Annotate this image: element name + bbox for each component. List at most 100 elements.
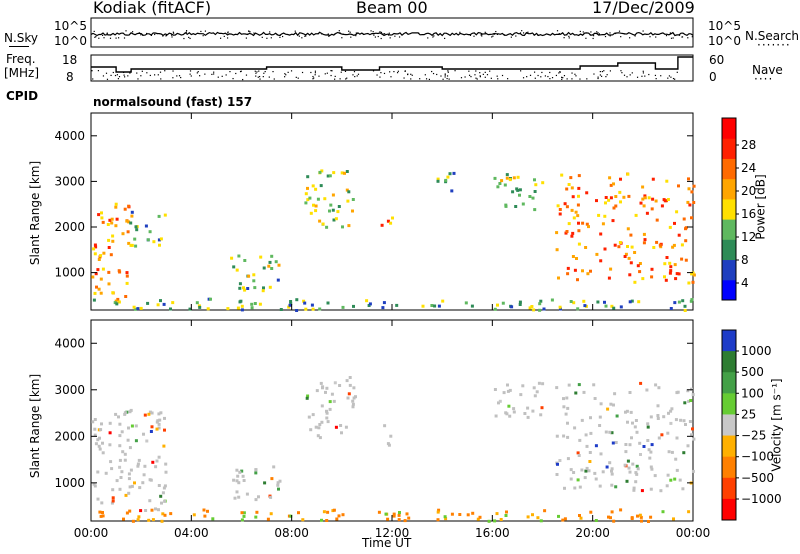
velocity-data-cell — [566, 406, 570, 410]
velocity-data-cell — [255, 510, 259, 514]
power-data-cell — [603, 214, 607, 218]
power-data-cell — [534, 183, 538, 187]
power-data-cell — [343, 171, 346, 175]
power-data-cell — [563, 202, 567, 206]
nave-point — [172, 77, 174, 79]
velocity-data-cell — [278, 479, 282, 483]
power-data-cell — [107, 270, 111, 274]
velocity-data-cell — [650, 467, 654, 471]
power-data-cell — [312, 203, 315, 207]
velocity-data-cell — [254, 515, 258, 519]
velocity-data-cell — [493, 519, 497, 523]
nave-point — [127, 75, 129, 77]
velocity-data-cell — [115, 479, 119, 483]
velocity-data-cell — [151, 518, 155, 522]
nsearch-point — [481, 33, 483, 36]
power-data-cell — [672, 243, 676, 247]
nsearch-point — [270, 37, 272, 39]
velocity-data-cell — [143, 464, 147, 468]
velocity-data-cell — [540, 406, 544, 410]
nsearch-point — [382, 33, 384, 35]
power-data-cell — [690, 190, 694, 194]
power-data-cell — [496, 185, 500, 189]
velocity-data-cell — [130, 484, 134, 488]
nave-point — [410, 73, 412, 75]
power-data-cell — [504, 204, 508, 208]
velocity-data-cell — [101, 451, 105, 455]
power-data-cell — [262, 286, 265, 290]
velocity-data-cell — [114, 412, 118, 416]
power-data-cell — [651, 177, 655, 181]
power-data-cell — [687, 187, 691, 191]
velocity-data-cell — [531, 513, 534, 517]
velocity-data-cell — [673, 477, 677, 481]
velocity-data-cell — [594, 519, 598, 522]
nave-point — [345, 78, 347, 80]
power-data-cell — [267, 264, 271, 268]
nave-point — [534, 77, 536, 79]
nave-point — [326, 72, 328, 74]
velocity-data-cell — [338, 384, 342, 387]
velocity-data-cell — [128, 509, 132, 513]
power-data-cell — [493, 307, 497, 311]
power-data-cell — [530, 305, 534, 308]
velocity-data-cell — [232, 478, 236, 482]
nave-point — [137, 78, 139, 80]
velocity-data-cell — [657, 436, 661, 440]
velocity-data-cell — [257, 495, 260, 499]
nave-point — [470, 76, 472, 78]
velocity-data-cell — [157, 422, 161, 426]
nave-point — [346, 77, 348, 79]
power-data-cell — [505, 176, 509, 180]
nsearch-point — [670, 37, 673, 39]
power-data-cell — [613, 243, 617, 247]
nave-point — [123, 76, 126, 78]
date-title: 17/Dec/2009 — [592, 0, 695, 17]
nsearch-point — [165, 35, 167, 37]
power-data-cell — [668, 225, 672, 229]
velocity-data-cell — [631, 462, 635, 466]
velocity-data-cell — [626, 459, 630, 463]
nsearch-point — [394, 35, 396, 37]
power-data-cell — [368, 302, 372, 306]
nave-point — [561, 78, 563, 80]
velocity-data-cell — [569, 468, 573, 472]
power-data-cell — [618, 190, 622, 194]
nave-point — [642, 70, 644, 72]
velocity-data-cell — [632, 486, 636, 490]
power-data-cell — [630, 299, 634, 303]
nsearch-point — [125, 30, 127, 32]
power-data-cell — [433, 304, 437, 308]
velocity-data-cell — [202, 508, 206, 512]
velocity-data-cell — [100, 501, 104, 505]
velocity-data-cell — [149, 430, 153, 433]
nave-point — [273, 78, 275, 80]
velocity-data-cell — [108, 421, 112, 425]
nave-point — [295, 76, 297, 78]
velocity-data-cell — [506, 383, 509, 387]
velocity-data-cell — [675, 436, 679, 440]
nave-point — [501, 74, 504, 77]
nave-point — [172, 70, 174, 72]
nsearch-point — [227, 31, 229, 33]
nsearch-point — [618, 30, 621, 32]
velocity-data-cell — [163, 416, 166, 420]
power-data-cell — [633, 251, 637, 254]
velocity-data-cell — [682, 419, 686, 423]
nsearch-point — [333, 33, 336, 35]
nave-point — [655, 78, 657, 80]
velocity-data-cell — [624, 410, 627, 414]
velocity-data-cell — [676, 390, 680, 394]
velocity-ytick-label: 4000 — [54, 336, 85, 350]
velocity-data-cell — [96, 497, 100, 501]
nsearch-point — [95, 36, 97, 38]
velocity-data-cell — [610, 483, 614, 487]
power-data-cell — [583, 304, 587, 308]
power-data-cell — [206, 307, 210, 311]
velocity-data-cell — [566, 457, 570, 461]
power-panel-frame — [90, 112, 694, 311]
velocity-data-cell — [316, 434, 320, 438]
power-data-cell — [687, 177, 690, 181]
velocity-data-cell — [92, 482, 96, 486]
power-data-cell — [609, 267, 613, 271]
